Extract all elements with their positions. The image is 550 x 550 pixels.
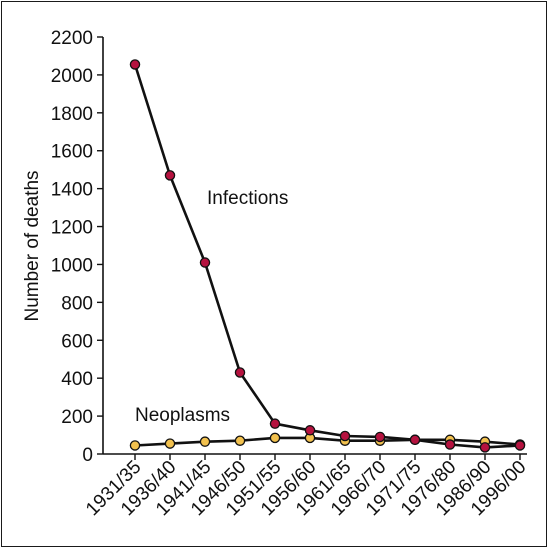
point-infections	[339, 430, 351, 442]
y-tick-label: 400	[61, 369, 93, 390]
y-tick-label: 1200	[51, 218, 93, 239]
point-neoplasms	[269, 432, 281, 444]
point-infections	[199, 257, 211, 268]
y-tick-label: 0	[82, 445, 93, 466]
point-infections	[409, 434, 421, 446]
point-infections	[164, 170, 176, 181]
series-line-neoplasms	[134, 436, 521, 447]
y-tick-label: 2200	[51, 28, 93, 49]
y-tick-label: 800	[61, 293, 93, 314]
point-infections	[374, 431, 386, 443]
point-infections	[479, 442, 491, 453]
series-points	[129, 59, 526, 453]
axes	[97, 36, 527, 460]
series-lines	[133, 64, 521, 449]
y-tick-label: 200	[61, 407, 93, 428]
series-line-infections	[133, 64, 521, 449]
point-neoplasms	[129, 440, 141, 451]
y-tick-label: 600	[61, 331, 93, 352]
point-infections	[234, 367, 246, 378]
series-label-infections: Infections	[207, 188, 288, 209]
point-infections	[304, 425, 316, 436]
series-label-neoplasms: Neoplasms	[135, 405, 230, 426]
point-infections	[514, 440, 526, 451]
point-infections	[444, 439, 456, 450]
y-tick-label: 1400	[51, 180, 93, 201]
y-axis-title: Number of deaths	[22, 170, 43, 321]
point-neoplasms	[199, 436, 211, 447]
point-infections	[129, 59, 141, 70]
y-tick-label: 1600	[51, 142, 93, 163]
y-tick-label: 1000	[51, 255, 93, 276]
y-tick-label: 2000	[51, 66, 93, 87]
y-tick-label: 1800	[51, 104, 93, 125]
point-neoplasms	[164, 438, 176, 449]
point-neoplasms	[234, 435, 246, 446]
point-infections	[269, 418, 281, 429]
